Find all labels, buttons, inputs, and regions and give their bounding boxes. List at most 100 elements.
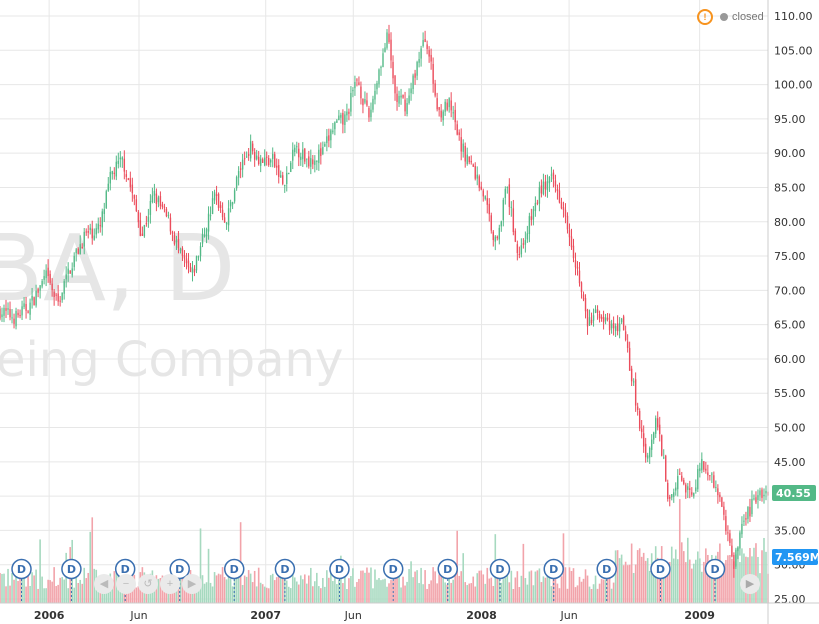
volume-bar (328, 577, 330, 603)
candle-body (446, 102, 448, 110)
volume-bar (723, 563, 725, 603)
candle-body (648, 447, 651, 458)
candle-body (259, 158, 262, 166)
volume-bar (85, 578, 88, 603)
volume-bar (211, 586, 214, 603)
volume-bar (430, 580, 432, 603)
candle-body (558, 190, 561, 203)
candle-body (673, 492, 675, 497)
candle-body (626, 341, 629, 348)
candle-body (284, 184, 286, 187)
candle-body (57, 293, 59, 302)
scroll-left-icon[interactable]: ◀ (94, 574, 114, 594)
candle-body (265, 156, 268, 158)
dividend-badge (489, 558, 511, 580)
dividend-label[interactable]: D (230, 563, 239, 576)
y-tick-label: 35.00 (774, 524, 806, 537)
dividend-label[interactable]: D (389, 563, 398, 576)
zoom-out-icon[interactable]: − (116, 574, 136, 594)
candle-body (594, 309, 597, 313)
volume-bar (227, 569, 230, 603)
candle-body (737, 547, 739, 552)
volume-bar (237, 570, 240, 603)
candle-body (274, 154, 276, 167)
volume-bar (320, 588, 322, 603)
volume-bar (586, 575, 589, 603)
candle-body (332, 130, 334, 133)
candle-body (93, 235, 95, 240)
dividend-label[interactable]: D (656, 563, 665, 576)
candle-body (584, 298, 587, 312)
volume-bar (522, 543, 525, 603)
candle-body (225, 222, 228, 225)
volume-bar (688, 559, 691, 603)
volume-bar (602, 579, 605, 603)
candle-body (731, 545, 733, 557)
dividend-label[interactable]: D (17, 563, 26, 576)
volume-bar (61, 577, 63, 603)
candle-body (145, 223, 148, 225)
candle-body (490, 215, 492, 231)
volume-bar (620, 554, 623, 603)
volume-bar (580, 581, 583, 603)
candle-body (290, 162, 292, 172)
y-tick-label: 50.00 (774, 422, 806, 435)
volume-bar (538, 568, 541, 603)
dividend-label[interactable]: D (335, 563, 344, 576)
candle-body (261, 159, 264, 163)
candle-body (464, 145, 466, 162)
candle-body (661, 435, 663, 456)
candle-body (314, 160, 316, 165)
candle-body (590, 319, 593, 324)
candle-body (263, 157, 266, 166)
volume-bar (360, 570, 362, 603)
dividend-label[interactable]: D (67, 563, 76, 576)
volume-bar (640, 556, 643, 603)
dividend-badge (543, 558, 564, 580)
warning-icon[interactable]: ! (697, 9, 713, 25)
candle-body (650, 439, 653, 450)
dividend-label[interactable]: D (495, 563, 504, 576)
candle-body (296, 146, 298, 148)
candle-body (354, 81, 356, 89)
candle-body (185, 258, 188, 264)
volume-bar (548, 573, 551, 603)
dividend-label[interactable]: D (175, 563, 184, 576)
dividend-label[interactable]: D (549, 563, 558, 576)
dividend-label[interactable]: D (443, 563, 452, 576)
candle-body (316, 160, 318, 162)
dividend-label[interactable]: D (121, 563, 130, 576)
candle-body (183, 255, 186, 259)
candle-body (294, 147, 296, 153)
candle-body (175, 240, 178, 243)
volume-bar (7, 568, 9, 603)
scroll-right-icon[interactable]: ▶ (182, 574, 202, 594)
candle-body (646, 455, 649, 459)
candle-body (548, 176, 551, 184)
volume-bar (608, 568, 611, 603)
volume-bar (432, 567, 434, 603)
candle-body (151, 195, 154, 202)
zoom-in-icon[interactable]: + (160, 574, 180, 594)
volume-bar (713, 574, 715, 603)
volume-bar (219, 574, 222, 603)
dividend-label[interactable]: D (280, 563, 289, 576)
volume-bar (297, 584, 300, 603)
candle-body (127, 178, 130, 180)
reset-icon[interactable]: ↺ (138, 574, 158, 594)
candle-body (510, 206, 513, 208)
volume-bar (37, 588, 39, 603)
volume-bar (646, 558, 649, 603)
go-to-realtime-icon[interactable]: ▶ (740, 574, 760, 594)
volume-bar (17, 580, 19, 603)
volume-bar (674, 549, 677, 603)
candle-body (171, 231, 174, 234)
dividend-label[interactable]: D (602, 563, 611, 576)
volume-bar (223, 577, 226, 603)
volume-bar (374, 569, 376, 603)
candle-body (282, 175, 284, 184)
dividend-label[interactable]: D (710, 563, 719, 576)
candle-body (326, 136, 328, 144)
